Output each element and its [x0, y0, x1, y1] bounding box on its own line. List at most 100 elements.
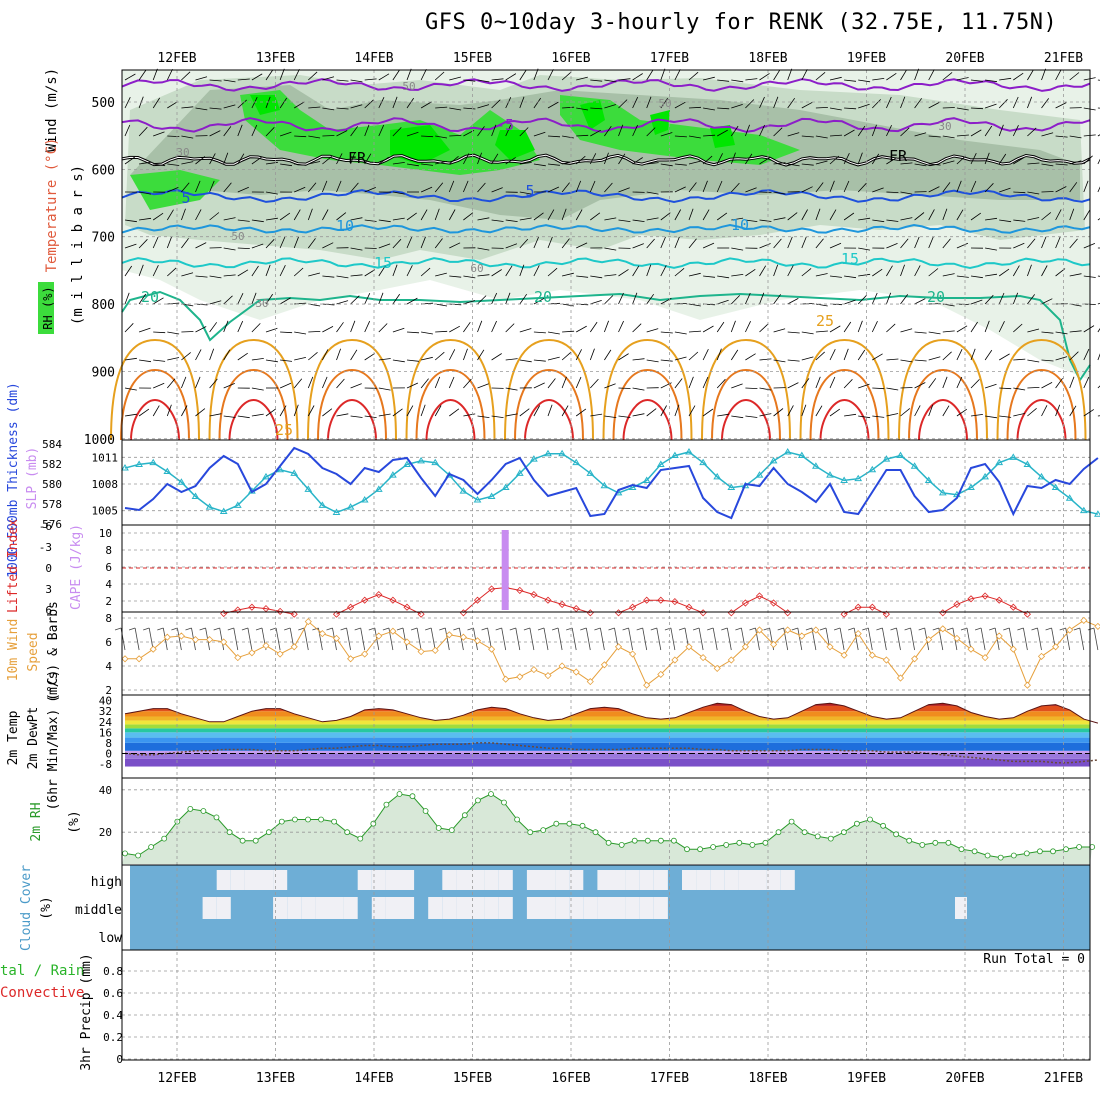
wind-barb [815, 238, 824, 249]
wind-barb [688, 376, 694, 389]
wind-barb [942, 160, 955, 165]
wind-barb [674, 236, 680, 249]
wind-barb [280, 359, 293, 362]
wind-barb [421, 356, 433, 361]
wind-barb [632, 157, 643, 165]
wind-barb [392, 96, 398, 109]
wind-barb [904, 627, 911, 631]
wind-barb [632, 243, 644, 249]
wind-barb [928, 186, 940, 193]
wind-barb [745, 99, 755, 109]
slp-point [586, 469, 595, 476]
wind-barb [590, 413, 603, 417]
wind-barb [660, 359, 673, 362]
wind-barb [843, 379, 853, 389]
wind-barb [956, 77, 969, 81]
rh-point [984, 852, 991, 859]
wind-barb [646, 238, 655, 249]
li-point [643, 596, 651, 604]
wind-barb [998, 268, 1010, 277]
wind-barb [181, 106, 194, 109]
wind-barb [491, 219, 504, 222]
wind-barb [378, 124, 385, 137]
rh-point [788, 818, 795, 825]
wind-barb [985, 79, 998, 83]
rh-point [710, 844, 716, 850]
rh-point [697, 846, 703, 853]
wind-barb [618, 415, 631, 418]
wind-barb [1083, 155, 1093, 165]
thick-ytick-label: 580 [42, 478, 62, 491]
cloud-cell-high [230, 870, 245, 890]
wind-barb [420, 404, 426, 417]
wind-barb [1059, 627, 1066, 631]
wind-barb [491, 353, 502, 361]
wind-barb [829, 325, 841, 333]
wind-ylabel2: Speed [26, 632, 41, 671]
wind-barb [759, 358, 772, 361]
temp-band [125, 728, 1090, 733]
wind-barb [336, 212, 347, 221]
li-point [995, 596, 1003, 604]
wind-barb [505, 243, 518, 249]
wind-barb [985, 217, 998, 221]
slp-point [924, 476, 933, 483]
wind-barb [223, 349, 231, 361]
wind-barb [1055, 404, 1061, 417]
diurnal-temp-contour [208, 338, 299, 441]
wind-barb [632, 96, 639, 109]
wind-barb [984, 152, 990, 165]
wind-barb [477, 182, 486, 193]
wind-barb [406, 97, 415, 109]
rh-point [213, 814, 220, 821]
wind-point [290, 643, 298, 651]
wind-barb [876, 627, 883, 631]
cloud-cell-high [456, 870, 471, 890]
slp-point [290, 469, 299, 476]
wind-barb [519, 238, 529, 249]
slp-point [374, 485, 383, 492]
wind-barb [533, 212, 544, 221]
wind-barb [1079, 627, 1085, 651]
wind-point [276, 650, 284, 658]
slp-point [1037, 472, 1046, 480]
wind-barb [998, 321, 1005, 333]
wind-point [882, 656, 890, 664]
temp-contour-15 [121, 257, 1091, 270]
li-point [488, 585, 496, 593]
wind-barb [984, 103, 997, 109]
rh-point [461, 812, 468, 819]
wind-barb [688, 330, 702, 333]
wind-barb [1093, 627, 1099, 651]
temp-ylabel3: (6hr Min/Max) (°C) [46, 670, 61, 811]
wind-barb [336, 275, 349, 279]
wind-barb [618, 219, 631, 222]
wind-barb [195, 209, 202, 221]
diurnal-temp-contour [110, 338, 200, 441]
slp-point [854, 474, 863, 482]
wind-barb [209, 130, 221, 137]
cloud-cell-middle [569, 897, 584, 919]
wind-barb [463, 348, 468, 361]
slp-point [896, 451, 905, 459]
wind-barb [1045, 627, 1052, 631]
wind-barb [589, 321, 598, 333]
wind-point [981, 654, 989, 662]
wind-barb [124, 323, 134, 333]
wind-barb [265, 191, 278, 195]
wind-barb [998, 153, 1007, 165]
wind-barb [576, 325, 587, 333]
wind-barb [872, 415, 885, 418]
wind-barb [294, 331, 307, 335]
cloud-cell-middle [597, 897, 612, 919]
rh-point [723, 842, 730, 848]
wind-barb [942, 135, 955, 139]
wind-barb [209, 79, 222, 82]
li-ylabel: Lifted Index [6, 519, 21, 613]
wind-barb [815, 208, 821, 221]
cloud-cell-high [244, 870, 259, 890]
wind-barb [177, 627, 182, 651]
wind-barb [402, 627, 408, 651]
wind-barb [181, 208, 186, 221]
wind-barb [533, 331, 546, 334]
